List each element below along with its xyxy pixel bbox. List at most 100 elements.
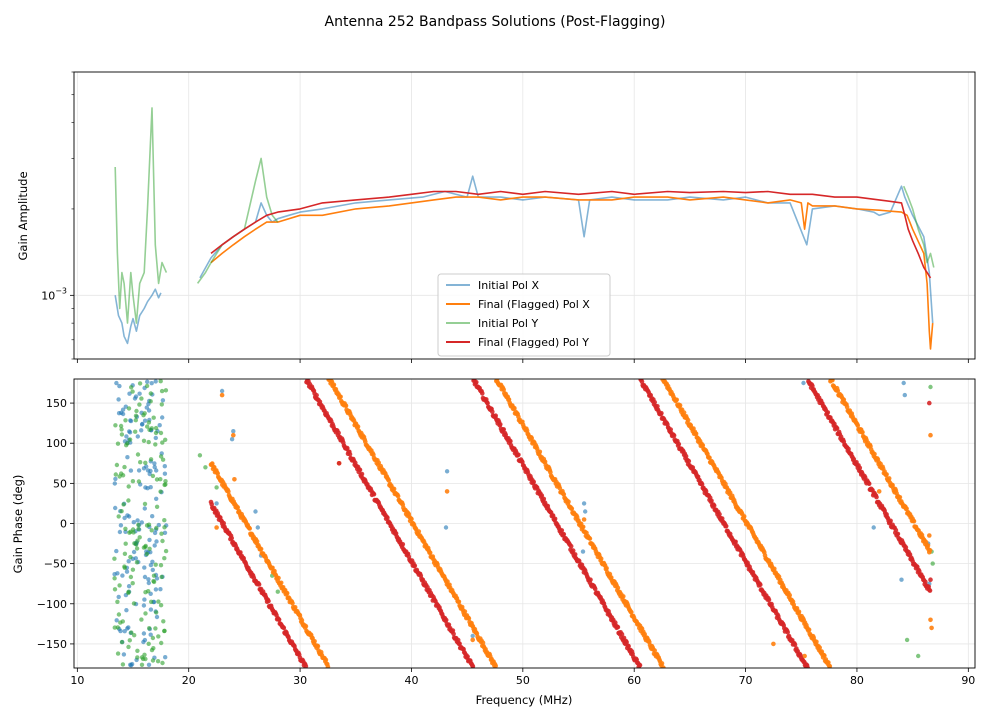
phase-point-initial-pol-y (158, 454, 164, 459)
amplitude-line-final-flagged-pol-x (210, 196, 934, 350)
legend-label-final-x: Final (Flagged) Pol X (478, 298, 590, 311)
phase-point-final-flagged-pol-x (569, 506, 575, 511)
phase-point-initial-pol-y (127, 638, 132, 643)
phase-point-initial-pol-y (158, 430, 164, 436)
phase-point-initial-pol-y (158, 563, 164, 568)
phase-point-initial-pol-y (154, 610, 159, 615)
phase-point-initial-pol-y (160, 660, 165, 666)
phase-point-initial-pol-x (156, 522, 161, 528)
phase-point-final-flagged-pol-x (292, 605, 298, 610)
phase-point-initial-pol-x (581, 501, 587, 506)
phase-point-initial-pol-x (148, 607, 154, 612)
phase-point-initial-pol-x (153, 435, 158, 441)
phase-point-final-flagged-pol-y (443, 617, 449, 623)
phase-point-initial-pol-x (153, 379, 158, 384)
phase-point-final-flagged-pol-x (214, 525, 219, 530)
phase-point-initial-pol-y (155, 659, 161, 664)
amplitude-lines (114, 107, 935, 350)
phase-point-initial-pol-y (144, 523, 150, 528)
phase-point-final-flagged-pol-y (570, 548, 576, 553)
phase-point-initial-pol-x (154, 614, 160, 620)
phase-point-final-flagged-pol-x (247, 526, 252, 531)
phase-point-initial-pol-x (150, 514, 155, 519)
phase-point-initial-pol-y (130, 581, 135, 586)
phase-point-final-flagged-pol-x (512, 406, 517, 411)
phase-point-initial-pol-y (153, 430, 159, 436)
phase-point-initial-pol-y (126, 406, 132, 411)
phase-point-initial-pol-y (122, 551, 128, 556)
phase-point-final-flagged-pol-x (872, 451, 877, 457)
phase-point-final-flagged-pol-x (226, 489, 231, 494)
phase-point-final-flagged-pol-x (621, 594, 626, 599)
phase-point-initial-pol-y (154, 477, 160, 482)
legend-label-initial-y: Initial Pol Y (478, 317, 538, 330)
phase-point-initial-pol-y (113, 423, 118, 428)
phase-point-initial-pol-y (139, 396, 144, 401)
phase-point-initial-pol-x (901, 380, 906, 386)
phase-point-initial-pol-x (160, 415, 165, 420)
phase-point-final-flagged-pol-x (258, 546, 264, 552)
phase-point-final-flagged-pol-y (927, 588, 933, 593)
phase-point-initial-pol-x (162, 471, 168, 476)
phase-point-initial-pol-x (160, 398, 166, 403)
phase-point-final-flagged-pol-y (559, 528, 565, 533)
phase-point-final-flagged-pol-y (588, 577, 593, 582)
phase-point-initial-pol-x (231, 429, 236, 434)
phase-point-initial-pol-x (140, 421, 145, 427)
phase-point-final-flagged-pol-y (531, 479, 536, 485)
phase-point-initial-pol-x (136, 468, 142, 473)
phase-point-final-flagged-pol-x (480, 640, 486, 645)
phase-point-final-flagged-pol-y (615, 624, 621, 630)
phase-point-final-flagged-pol-y (652, 400, 657, 405)
phase-point-final-flagged-pol-x (806, 627, 812, 632)
phase-point-final-flagged-pol-y (336, 461, 342, 466)
phase-point-initial-pol-x (146, 577, 151, 582)
phase-point-initial-pol-y (158, 379, 163, 384)
phase-ytick-label: 50 (53, 477, 67, 490)
phase-point-final-flagged-pol-y (485, 401, 490, 406)
phase-point-final-flagged-pol-x (303, 624, 309, 629)
phase-point-initial-pol-x (142, 506, 147, 511)
phase-point-initial-pol-y (115, 441, 121, 446)
phase-point-initial-pol-x (144, 405, 149, 410)
phase-point-initial-pol-x (117, 383, 122, 389)
phase-point-initial-pol-y (123, 541, 128, 546)
phase-point-final-flagged-pol-y (711, 503, 717, 508)
phase-point-final-flagged-pol-y (895, 531, 901, 537)
phase-point-initial-pol-y (159, 574, 164, 580)
phase-point-initial-pol-y (136, 526, 141, 532)
phase-point-initial-pol-y (130, 567, 136, 572)
phase-point-final-flagged-pol-x (232, 477, 237, 482)
phase-point-final-flagged-pol-x (493, 663, 498, 668)
phase-point-initial-pol-x (129, 663, 134, 668)
phase-point-initial-pol-y (150, 635, 156, 641)
phase-point-initial-pol-y (162, 518, 167, 523)
phase-point-initial-pol-y (128, 574, 134, 580)
phase-point-final-flagged-pol-x (386, 478, 392, 483)
phase-point-final-flagged-pol-x (876, 489, 882, 494)
phase-point-final-flagged-pol-x (456, 599, 462, 605)
phase-point-initial-pol-y (116, 612, 122, 617)
phase-point-final-flagged-pol-y (345, 445, 350, 451)
phase-point-initial-pol-y (162, 556, 167, 561)
phase-point-initial-pol-y (146, 641, 151, 646)
phase-point-initial-pol-x (152, 530, 158, 536)
phase-point-initial-pol-x (154, 496, 159, 501)
phase-point-final-flagged-pol-x (323, 657, 329, 663)
phase-point-initial-pol-y (147, 546, 152, 551)
phase-point-initial-pol-y (125, 441, 130, 446)
phase-point-initial-pol-x (116, 397, 121, 402)
phase-point-initial-pol-x (126, 559, 131, 564)
phase-point-initial-pol-x (899, 577, 904, 582)
phase-point-initial-pol-y (904, 637, 910, 643)
phase-point-initial-pol-x (902, 392, 907, 398)
phase-point-final-flagged-pol-y (314, 393, 319, 398)
phase-point-final-flagged-pol-x (771, 641, 776, 647)
phase-point-initial-pol-y (147, 427, 152, 432)
phase-point-final-flagged-pol-x (904, 506, 909, 511)
phase-point-final-flagged-pol-y (668, 427, 673, 432)
phase-point-initial-pol-y (148, 399, 153, 404)
phase-point-initial-pol-y (197, 453, 203, 458)
phase-point-initial-pol-x (116, 411, 122, 416)
phase-point-final-flagged-pol-x (652, 648, 657, 653)
